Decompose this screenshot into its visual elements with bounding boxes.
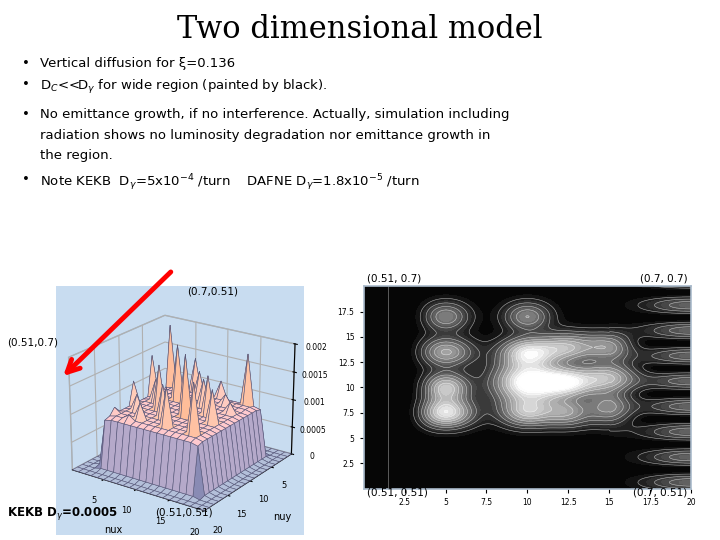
Text: (0.51,0.7): (0.51,0.7) [7,338,58,348]
Text: •: • [22,108,30,121]
Text: Vertical diffusion for ξ=0.136: Vertical diffusion for ξ=0.136 [40,57,235,70]
Text: Note KEKB  D$_\gamma$=5x10$^{-4}$ /turn    DAFNE D$_\gamma$=1.8x10$^{-5}$ /turn: Note KEKB D$_\gamma$=5x10$^{-4}$ /turn D… [40,173,419,193]
Text: the region.: the region. [40,149,112,162]
Text: No emittance growth, if no interference. Actually, simulation including: No emittance growth, if no interference.… [40,108,509,121]
Text: (0.51, 0.51): (0.51, 0.51) [367,488,428,498]
Text: KEKB D$_\gamma$=0.0005: KEKB D$_\gamma$=0.0005 [7,505,118,522]
Text: •: • [22,78,30,91]
Text: (0.51, 0.7): (0.51, 0.7) [367,274,421,284]
Text: (0.7, 0.7): (0.7, 0.7) [640,274,688,284]
Text: •: • [22,57,30,70]
Text: •: • [22,173,30,186]
Text: (0.7, 0.51): (0.7, 0.51) [634,488,688,498]
Text: radiation shows no luminosity degradation nor emittance growth in: radiation shows no luminosity degradatio… [40,129,490,141]
Text: (0.51,0.51): (0.51,0.51) [155,508,212,518]
Text: (0.7,0.51): (0.7,0.51) [187,286,238,296]
Y-axis label: nuy: nuy [273,511,291,522]
Text: D$_C$<<D$_\gamma$ for wide region (painted by black).: D$_C$<<D$_\gamma$ for wide region (paint… [40,78,327,96]
Text: Two dimensional model: Two dimensional model [177,14,543,44]
X-axis label: nux: nux [104,525,122,535]
